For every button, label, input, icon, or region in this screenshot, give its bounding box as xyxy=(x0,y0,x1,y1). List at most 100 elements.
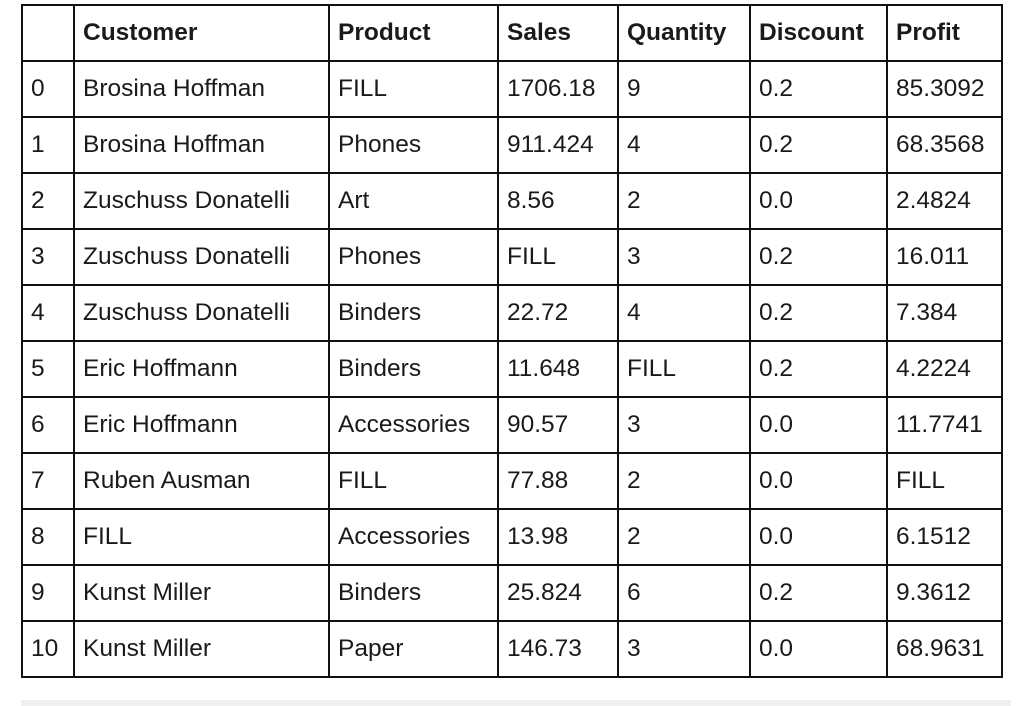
cell-index: 7 xyxy=(21,452,75,510)
header-index xyxy=(21,4,75,62)
cell-profit: 9.3612 xyxy=(886,564,1003,622)
cell-product: Art xyxy=(328,172,499,230)
cell-customer: Zuschuss Donatelli xyxy=(73,228,330,286)
cell-discount: 0.2 xyxy=(749,284,888,342)
cell-product: Binders xyxy=(328,284,499,342)
cell-customer: Ruben Ausman xyxy=(73,452,330,510)
table-row: 10 Kunst Miller Paper 146.73 3 0.0 68.9631 xyxy=(21,620,1003,678)
cell-profit: 68.9631 xyxy=(886,620,1003,678)
header-customer: Customer xyxy=(73,4,330,62)
cell-sales: FILL xyxy=(497,228,619,286)
cell-discount: 0.2 xyxy=(749,228,888,286)
cell-quantity: 2 xyxy=(617,452,751,510)
cell-product: Paper xyxy=(328,620,499,678)
cell-quantity: 2 xyxy=(617,508,751,566)
cell-discount: 0.0 xyxy=(749,172,888,230)
cell-profit: 6.1512 xyxy=(886,508,1003,566)
cell-index: 0 xyxy=(21,60,75,118)
header-discount: Discount xyxy=(749,4,888,62)
cell-discount: 0.0 xyxy=(749,396,888,454)
header-product: Product xyxy=(328,4,499,62)
cell-product: Binders xyxy=(328,564,499,622)
cell-index: 8 xyxy=(21,508,75,566)
cell-product: Binders xyxy=(328,340,499,398)
cell-index: 9 xyxy=(21,564,75,622)
cell-sales: 146.73 xyxy=(497,620,619,678)
cell-profit: 11.7741 xyxy=(886,396,1003,454)
cell-discount: 0.0 xyxy=(749,508,888,566)
cell-quantity: 4 xyxy=(617,116,751,174)
cell-product: Accessories xyxy=(328,508,499,566)
cell-customer: Eric Hoffmann xyxy=(73,340,330,398)
cell-sales: 90.57 xyxy=(497,396,619,454)
cell-sales: 25.824 xyxy=(497,564,619,622)
data-table: Customer Product Sales Quantity Discount… xyxy=(21,4,1003,678)
cell-profit: 68.3568 xyxy=(886,116,1003,174)
table-container: Customer Product Sales Quantity Discount… xyxy=(21,4,1003,678)
cell-profit: 16.011 xyxy=(886,228,1003,286)
cell-profit: 2.4824 xyxy=(886,172,1003,230)
cell-quantity: 3 xyxy=(617,228,751,286)
cell-quantity: 3 xyxy=(617,396,751,454)
cell-quantity: FILL xyxy=(617,340,751,398)
cell-index: 3 xyxy=(21,228,75,286)
cell-product: Phones xyxy=(328,228,499,286)
table-row: 4 Zuschuss Donatelli Binders 22.72 4 0.2 7.384 xyxy=(21,284,1003,342)
bottom-scroll-track xyxy=(21,700,1011,706)
cell-sales: 22.72 xyxy=(497,284,619,342)
table-body: 0 Brosina Hoffman FILL 1706.18 9 0.2 85.3092 1 B… xyxy=(21,60,1003,678)
table-row: 5 Eric Hoffmann Binders 11.648 FILL 0.2 4.2224 xyxy=(21,340,1003,398)
cell-discount: 0.0 xyxy=(749,452,888,510)
table-row: 3 Zuschuss Donatelli Phones FILL 3 0.2 16.011 xyxy=(21,228,1003,286)
cell-profit: 7.384 xyxy=(886,284,1003,342)
cell-customer: Zuschuss Donatelli xyxy=(73,172,330,230)
cell-quantity: 4 xyxy=(617,284,751,342)
cell-customer: Eric Hoffmann xyxy=(73,396,330,454)
cell-profit: 4.2224 xyxy=(886,340,1003,398)
cell-product: FILL xyxy=(328,60,499,118)
cell-quantity: 6 xyxy=(617,564,751,622)
cell-discount: 0.2 xyxy=(749,340,888,398)
cell-quantity: 3 xyxy=(617,620,751,678)
table-row: 2 Zuschuss Donatelli Art 8.56 2 0.0 2.4824 xyxy=(21,172,1003,230)
cell-sales: 11.648 xyxy=(497,340,619,398)
cell-sales: 8.56 xyxy=(497,172,619,230)
cell-profit: FILL xyxy=(886,452,1003,510)
cell-customer: Brosina Hoffman xyxy=(73,116,330,174)
cell-discount: 0.0 xyxy=(749,620,888,678)
cell-product: FILL xyxy=(328,452,499,510)
table-row: 6 Eric Hoffmann Accessories 90.57 3 0.0 11.774… xyxy=(21,396,1003,454)
cell-sales: 1706.18 xyxy=(497,60,619,118)
cell-sales: 77.88 xyxy=(497,452,619,510)
table-row: 0 Brosina Hoffman FILL 1706.18 9 0.2 85.3092 xyxy=(21,60,1003,118)
header-quantity: Quantity xyxy=(617,4,751,62)
cell-product: Phones xyxy=(328,116,499,174)
cell-index: 2 xyxy=(21,172,75,230)
header-profit: Profit xyxy=(886,4,1003,62)
cell-sales: 13.98 xyxy=(497,508,619,566)
cell-discount: 0.2 xyxy=(749,116,888,174)
table-row: 1 Brosina Hoffman Phones 911.424 4 0.2 68.3568 xyxy=(21,116,1003,174)
cell-discount: 0.2 xyxy=(749,564,888,622)
table-row: 8 FILL Accessories 13.98 2 0.0 6.1512 xyxy=(21,508,1003,566)
cell-index: 6 xyxy=(21,396,75,454)
cell-customer: Kunst Miller xyxy=(73,620,330,678)
cell-index: 5 xyxy=(21,340,75,398)
cell-customer: Brosina Hoffman xyxy=(73,60,330,118)
cell-quantity: 2 xyxy=(617,172,751,230)
table-row: 9 Kunst Miller Binders 25.824 6 0.2 9.3612 xyxy=(21,564,1003,622)
header-row: Customer Product Sales Quantity Discount… xyxy=(21,4,1003,62)
header-sales: Sales xyxy=(497,4,619,62)
table-row: 7 Ruben Ausman FILL 77.88 2 0.0 FILL xyxy=(21,452,1003,510)
cell-index: 4 xyxy=(21,284,75,342)
cell-index: 1 xyxy=(21,116,75,174)
cell-customer: Zuschuss Donatelli xyxy=(73,284,330,342)
cell-customer: FILL xyxy=(73,508,330,566)
cell-index: 10 xyxy=(21,620,75,678)
cell-customer: Kunst Miller xyxy=(73,564,330,622)
cell-sales: 911.424 xyxy=(497,116,619,174)
cell-quantity: 9 xyxy=(617,60,751,118)
cell-discount: 0.2 xyxy=(749,60,888,118)
cell-product: Accessories xyxy=(328,396,499,454)
cell-profit: 85.3092 xyxy=(886,60,1003,118)
